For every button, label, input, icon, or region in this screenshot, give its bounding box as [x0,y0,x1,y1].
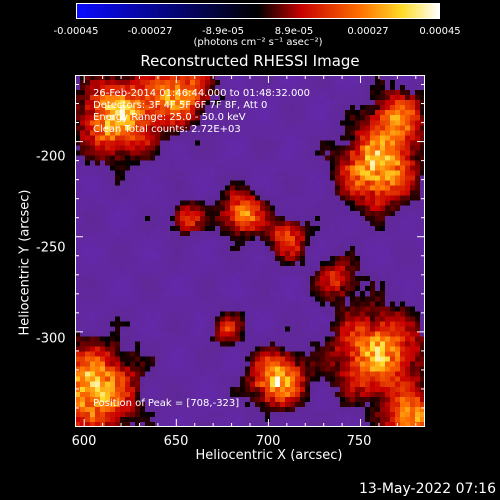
colorbar-tick: -0.00027 [127,26,173,37]
y-tick-label: -300 [36,331,66,347]
heatmap-image [75,75,425,427]
x-tick-label: 700 [255,434,281,449]
x-tick-label: 750 [346,434,372,449]
x-tick-label: 600 [71,434,97,449]
info-method: Clean Total counts: 2.72E+03 [93,124,241,135]
y-tick-label: -250 [36,240,66,256]
timestamp: 13-May-2022 07:16 [358,481,496,497]
heatmap-plot [75,75,425,427]
colorbar [76,3,440,19]
y-axis-label: Heliocentric Y (arcsec) [17,189,33,336]
info-detectors: Detectors: 3F 4F 5F 6F 7F 8F, Att 0 [93,100,268,111]
y-tick-label: -200 [36,149,66,165]
info-peak: Position of Peak = [708,-323] [93,398,240,409]
x-axis-label: Heliocentric X (arcsec) [195,448,343,463]
colorbar-tick: 0.00045 [419,26,461,37]
colorbar-units: (photons cm⁻² s⁻¹ asec⁻²) [193,37,323,48]
info-energy: Energy Range: 25.0 - 50.0 keV [93,112,246,123]
info-time: 26-Feb-2014 01:46:44.000 to 01:48:32.000 [93,88,311,99]
x-tick-label: 650 [163,434,189,449]
colorbar-tick: 8.9e-05 [274,26,314,37]
chart-title: Reconstructed RHESSI Image [140,52,360,70]
colorbar-tick: -0.00045 [53,26,99,37]
colorbar-tick: -8.9e-05 [202,26,244,37]
colorbar-tick: 0.00027 [347,26,389,37]
